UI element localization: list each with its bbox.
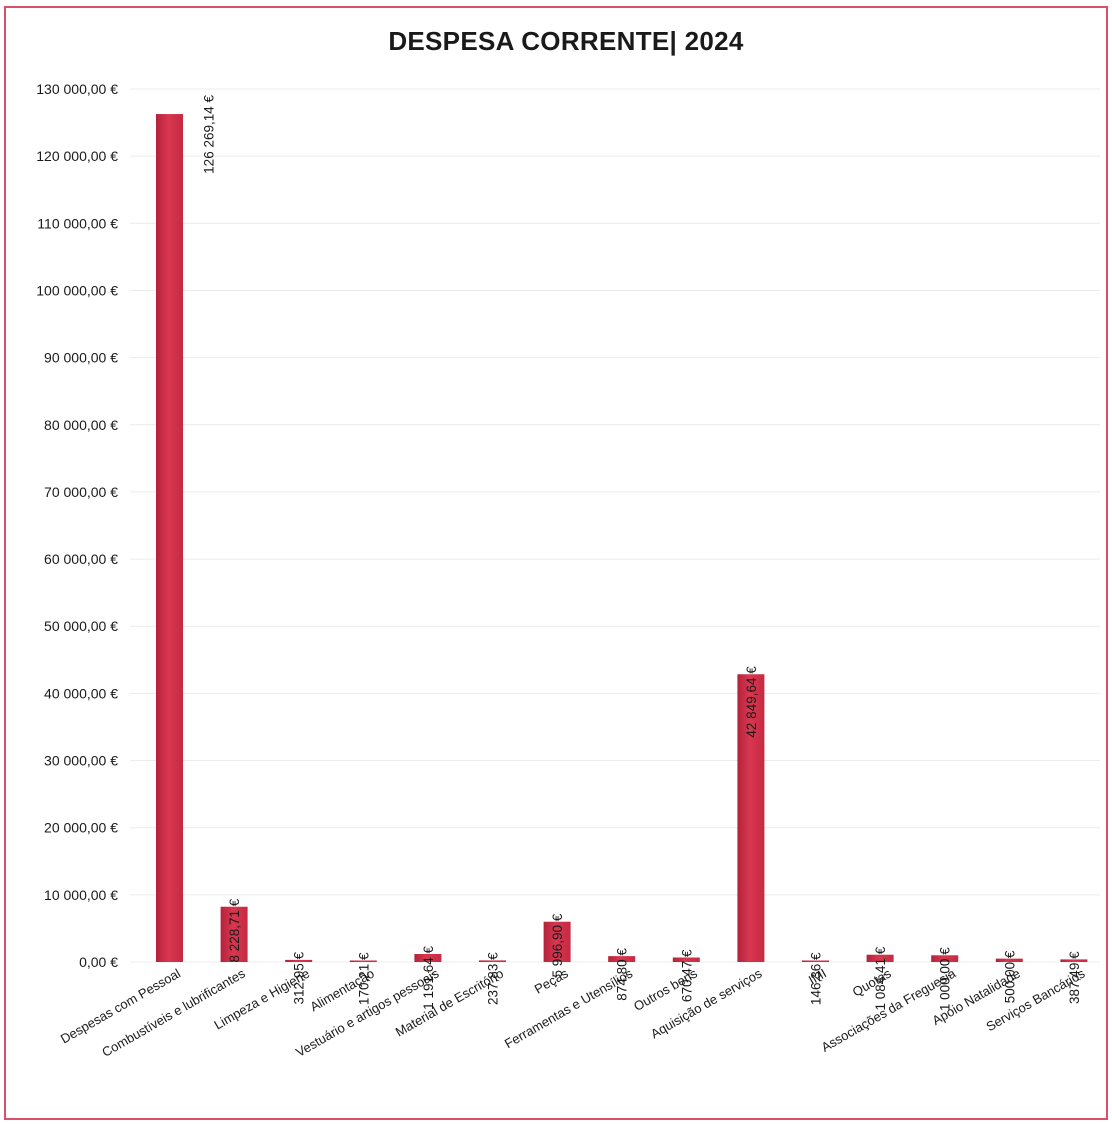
y-tick-label: 130 000,00 €: [36, 81, 118, 97]
bar: [995, 958, 1023, 962]
data-label: 1 191,64 €: [421, 946, 436, 1010]
y-tick-label: 0,00 €: [79, 954, 118, 970]
data-label: 670,47 €: [679, 949, 694, 1002]
chart-title: DESPESA CORRENTE| 2024: [388, 26, 744, 56]
data-labels: 126 269,14 € 8 228,71 € 312,95 € 170,21 € 1 …: [202, 95, 1082, 1012]
y-tick-label: 10 000,00 €: [44, 887, 118, 903]
y-tick-label: 60 000,00 €: [44, 551, 118, 567]
data-label: 387,49 €: [1067, 951, 1082, 1004]
data-label: 126 269,14 €: [202, 95, 217, 174]
y-tick-label: 110 000,00 €: [37, 215, 118, 231]
bars: [156, 114, 1088, 963]
bar: [672, 957, 700, 962]
data-label: 42 849,64 €: [744, 666, 759, 738]
bar: [608, 956, 636, 962]
data-label: 146,36 €: [809, 952, 824, 1005]
y-tick-label: 100 000,00 €: [36, 282, 118, 298]
bar: [866, 954, 894, 962]
gridlines: [130, 88, 1100, 963]
y-tick-label: 20 000,00 €: [44, 820, 118, 836]
bar: [1060, 959, 1088, 962]
bar: [220, 906, 248, 962]
bar: [543, 921, 571, 962]
y-tick-label: 120 000,00 €: [36, 148, 118, 164]
data-label: 5 996,90 €: [550, 913, 565, 977]
y-tick-label: 70 000,00 €: [44, 484, 118, 500]
data-label: 1 000,00 €: [938, 947, 953, 1011]
data-label: 312,95 €: [292, 951, 307, 1004]
data-label: 8 228,71 €: [227, 898, 242, 962]
bar: [285, 959, 313, 962]
data-label: 1 084,41 €: [873, 946, 888, 1010]
bar: [414, 953, 442, 962]
data-label: 874,80 €: [615, 948, 630, 1001]
bar: [349, 960, 377, 962]
bar: [802, 960, 829, 962]
x-tick-label: Aquisição de serviços: [648, 965, 765, 1041]
y-tick-label: 80 000,00 €: [44, 417, 118, 433]
y-tick-label: 40 000,00 €: [44, 685, 118, 701]
data-label: 237,83 €: [486, 952, 501, 1005]
y-axis-ticks: 0,00 € 10 000,00 € 20 000,00 € 30 000,00 € 4…: [36, 81, 118, 970]
y-tick-label: 90 000,00 €: [44, 350, 118, 366]
bar: [737, 674, 765, 962]
y-tick-label: 30 000,00 €: [44, 753, 118, 769]
bar: [931, 955, 959, 962]
bar: [479, 960, 506, 962]
y-tick-label: 50 000,00 €: [44, 618, 118, 634]
bar: [156, 114, 183, 963]
data-label: 170,21 €: [356, 952, 371, 1005]
data-label: 500,00 €: [1002, 950, 1017, 1003]
